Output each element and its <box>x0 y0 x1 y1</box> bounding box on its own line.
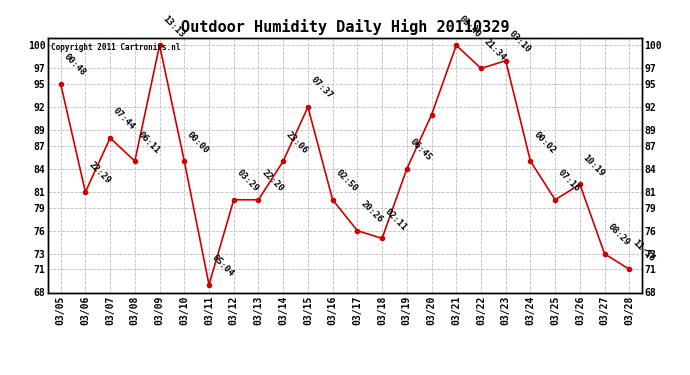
Text: 02:50: 02:50 <box>334 168 359 194</box>
Text: 05:04: 05:04 <box>210 253 235 279</box>
Text: Copyright 2011 Cartronics.nl: Copyright 2011 Cartronics.nl <box>51 43 181 52</box>
Text: 10:19: 10:19 <box>581 153 607 178</box>
Text: 07:37: 07:37 <box>309 75 335 101</box>
Text: 06:11: 06:11 <box>136 130 161 155</box>
Text: 03:10: 03:10 <box>507 29 532 54</box>
Text: 00:48: 00:48 <box>62 53 87 78</box>
Text: 22:20: 22:20 <box>259 168 285 194</box>
Text: 07:44: 07:44 <box>111 106 137 132</box>
Text: 23:06: 23:06 <box>284 130 310 155</box>
Text: 13:13: 13:13 <box>161 13 186 39</box>
Text: 20:26: 20:26 <box>359 199 384 225</box>
Text: 11:36: 11:36 <box>631 238 656 263</box>
Text: 21:34: 21:34 <box>482 37 508 62</box>
Text: 03:29: 03:29 <box>235 168 260 194</box>
Text: 22:29: 22:29 <box>87 160 112 186</box>
Text: 03:40: 03:40 <box>457 13 483 39</box>
Text: 06:45: 06:45 <box>408 137 433 163</box>
Text: 02:11: 02:11 <box>384 207 408 232</box>
Title: Outdoor Humidity Daily High 20110329: Outdoor Humidity Daily High 20110329 <box>181 19 509 35</box>
Text: 00:02: 00:02 <box>532 130 557 155</box>
Text: 08:29: 08:29 <box>606 222 631 248</box>
Text: 07:16: 07:16 <box>556 168 582 194</box>
Text: 00:00: 00:00 <box>186 130 211 155</box>
